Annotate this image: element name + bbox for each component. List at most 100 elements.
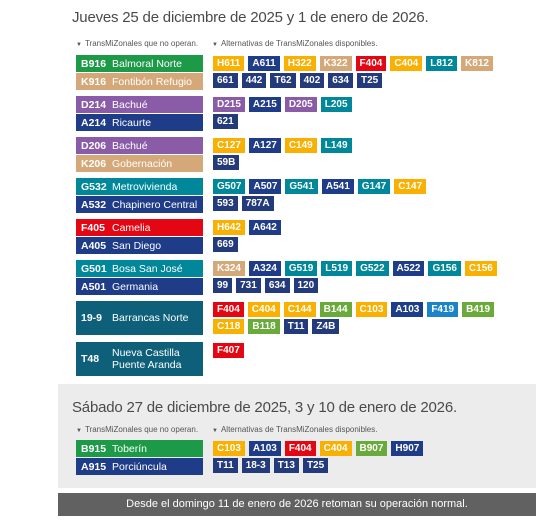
not-operating-routes: B915 Toberín A915 Porciúncula: [76, 440, 203, 476]
route-name: San Diego: [112, 239, 162, 252]
route-code: G532: [81, 180, 107, 193]
route-code: A532: [81, 198, 107, 211]
route-row: K916 Fontibón Refugio: [76, 73, 203, 90]
not-operating-routes: 19-9 Barrancas Norte: [76, 301, 203, 336]
not-operating-caption: ▼ TransMiZonales que no operan.: [76, 425, 199, 434]
route-code: K916: [81, 75, 107, 88]
route-name: Germania: [112, 280, 159, 293]
alternative-route-chip: F404: [284, 441, 316, 456]
route-row: G501 Bosa San José: [76, 260, 203, 277]
route-name: Bachué: [112, 98, 148, 111]
route-row: A501 Germania: [76, 278, 203, 295]
alternative-route-chip: A127: [248, 138, 281, 153]
route-name: Gobernación: [112, 157, 173, 170]
route-row: A915 Porciúncula: [76, 458, 203, 475]
section-2-title: Sábado 27 de diciembre de 2025, 3 y 10 d…: [72, 399, 457, 416]
route-row: A532 Chapinero Central: [76, 196, 203, 213]
alternative-route-chip: K324: [213, 261, 245, 276]
route-row: 19-9 Barrancas Norte: [76, 301, 203, 335]
alternative-route-chip: Z4B: [312, 319, 340, 334]
alternative-routes: C127 A127 C149 L149 59B: [213, 138, 513, 170]
alternative-route-chip: 18-3: [241, 458, 270, 473]
triangle-down-icon: ▼: [212, 428, 218, 434]
alternative-route-chip: T11: [283, 319, 309, 334]
alternative-route-chip: G156: [428, 261, 461, 276]
alternative-route-chip: 634: [264, 278, 290, 293]
alternative-route-chip: D205: [284, 97, 317, 112]
not-operating-routes: T48 Nueva Castilla Puente Aranda: [76, 342, 203, 377]
alternative-route-chip: B907: [355, 441, 388, 456]
alternative-route-chip: H611: [213, 56, 245, 71]
route-code: B915: [81, 442, 107, 455]
alternative-route-chip: F407: [213, 343, 244, 358]
alternative-route-chip: 99: [213, 278, 233, 293]
route-name: Toberín: [112, 442, 148, 455]
alternative-route-chip: D215: [213, 97, 245, 112]
alternative-routes: C103 A103 F404 C404 B907 H907 T11 18-3 T13 T25: [213, 441, 513, 473]
alternative-route-chip: G147: [357, 179, 391, 194]
route-code: A501: [81, 280, 107, 293]
alternative-route-chip: 634: [328, 73, 353, 88]
alternative-route-chip: K322: [319, 56, 352, 71]
not-operating-routes: D214 Bachué A214 Ricaurte: [76, 96, 203, 132]
route-code: K206: [81, 157, 107, 170]
route-code: T48: [81, 353, 100, 365]
alternative-route-chip: H907: [391, 441, 424, 456]
alternative-route-chip: C103: [355, 302, 388, 317]
alternative-route-chip: C147: [394, 179, 427, 194]
alternative-route-chip: A103: [391, 302, 424, 317]
route-name: Chapinero Central: [112, 198, 198, 211]
route-row: B915 Toberín: [76, 440, 203, 457]
route-row: D214 Bachué: [76, 96, 203, 113]
section-1-title: Jueves 25 de diciembre de 2025 y 1 de en…: [72, 9, 429, 26]
alternative-route-chip: B144: [319, 302, 352, 317]
route-code: A405: [81, 239, 107, 252]
route-row: A214 Ricaurte: [76, 114, 203, 131]
alternative-route-chip: B118: [248, 319, 280, 334]
not-operating-routes: G501 Bosa San José A501 Germania: [76, 260, 203, 296]
alternative-route-chip: T13: [273, 458, 299, 473]
alternative-route-chip: L812: [426, 56, 458, 71]
route-name: Camelia: [112, 221, 151, 234]
route-row: G532 Metrovivienda: [76, 178, 203, 195]
alternative-routes: H611 A611 H322 K322 F404 C404 L812 K812 661 442 T6…: [213, 56, 513, 88]
alternative-route-chip: F404: [213, 302, 244, 317]
alternative-route-chip: 442: [241, 73, 267, 88]
route-row: T48 Nueva Castilla Puente Aranda: [76, 342, 203, 376]
alternative-route-chip: 402: [299, 73, 325, 88]
alternative-route-chip: A103: [248, 441, 281, 456]
route-name: Barrancas Norte: [112, 312, 189, 324]
alternatives-caption: ▼ Alternativas de TransMiZonales disponib…: [212, 39, 378, 48]
alternative-route-chip: A215: [248, 97, 281, 112]
route-code: B916: [81, 57, 107, 70]
route-code: F405: [81, 221, 105, 234]
alternative-route-chip: C149: [284, 138, 317, 153]
footer-notice: Desde el domingo 11 de enero de 2026 ret…: [58, 493, 536, 516]
route-name: Fontibón Refugio: [112, 75, 192, 88]
route-row: B916 Balmoral Norte: [76, 55, 203, 72]
alternative-route-chip: T25: [356, 73, 383, 88]
alternative-routes: H642 A642 669: [213, 220, 513, 252]
section-1-captions: ▼ TransMiZonales que no operan. ▼ Alternat…: [76, 39, 516, 51]
alternative-route-chip: L519: [321, 261, 353, 276]
route-code: A214: [81, 116, 107, 129]
not-operating-caption: ▼ TransMiZonales que no operan.: [76, 39, 199, 48]
alternative-route-chip: F404: [355, 56, 387, 71]
alternative-route-chip: G541: [285, 179, 318, 194]
alternative-route-chip: H642: [213, 220, 245, 235]
not-operating-routes: D206 Bachué K206 Gobernación: [76, 137, 203, 173]
alternative-route-chip: 787A: [241, 196, 274, 211]
alternative-route-chip: C156: [464, 261, 497, 276]
route-name: Balmoral Norte: [112, 57, 183, 70]
route-row: F405 Camelia: [76, 219, 203, 236]
alternative-route-chip: A611: [248, 56, 280, 71]
route-name: Porciúncula: [112, 460, 167, 473]
route-row: D206 Bachué: [76, 137, 203, 154]
alternative-route-chip: G519: [284, 261, 318, 276]
section-2-captions: ▼ TransMiZonales que no operan. ▼ Alternat…: [76, 425, 516, 437]
alternative-route-chip: C404: [390, 56, 423, 71]
alternative-route-chip: G507: [213, 179, 246, 194]
not-operating-routes: F405 Camelia A405 San Diego: [76, 219, 203, 255]
alternative-routes: K324 A324 G519 L519 G522 A522 G156 C156 99 731 634…: [213, 261, 513, 293]
route-name: Bosa San José: [112, 262, 183, 275]
